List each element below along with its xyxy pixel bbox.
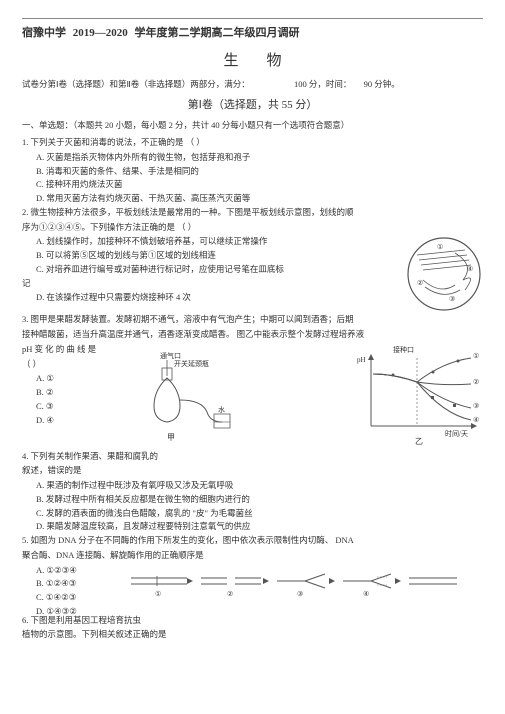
- q3-c: C. ③: [22, 400, 54, 413]
- petri-svg: ① ④ ③ ②: [405, 235, 483, 313]
- top-rule: [22, 18, 483, 19]
- dna-svg: ① ② ③ ④: [127, 568, 467, 612]
- ph-graph: 接种口 pH 时间/天 ① ② ③ ④ 乙: [353, 344, 483, 448]
- label-time: 时间/天: [445, 429, 468, 438]
- label-water: 水: [218, 405, 225, 414]
- label-ph: pH: [357, 356, 366, 364]
- meta-left: 试卷分第Ⅰ卷（选择题）和第Ⅱ卷（非选择题）两部分，满分：: [22, 79, 250, 89]
- label-jiezhong: 接种口: [393, 345, 414, 354]
- q4-stem2: 叙述，错误的是: [22, 464, 483, 477]
- q4-c: C. 发酵的酒表面的微浅白色醋酸，腐乳的 "皮" 为毛霉菌丝: [22, 507, 483, 520]
- school-name: 宿豫中学: [22, 27, 66, 39]
- q2-stem1: 2. 微生物接种方法很多，平板划线法是最常用的一种。下图是平板划线示意图，划线的…: [22, 206, 483, 219]
- svg-text:②: ②: [473, 378, 479, 386]
- school-years: 2019—2020: [73, 27, 128, 39]
- label-tongqi: 通气口: [160, 351, 181, 360]
- q5-c: C. ①④②③: [22, 591, 77, 604]
- q5-a: A. ①②③④: [22, 564, 77, 577]
- exam-header: 宿豫中学 2019—2020 学年度第二学期高二年级四月调研: [22, 25, 483, 42]
- svg-text:②: ②: [227, 590, 233, 598]
- q5-d: D. ①④③②: [22, 605, 77, 618]
- q1-c: C. 接种环用灼烧法灭菌: [22, 178, 483, 191]
- flask-figure: 通气口 开关延颈瓶 水 甲: [132, 350, 242, 448]
- q4-stem: 4. 下列有关制作果酒、果醋和腐乳的: [22, 450, 483, 463]
- q2-stem2: 序为①②③④⑤。下列操作方法正确的是 （ ）: [22, 221, 483, 234]
- svg-text:①: ①: [155, 590, 161, 598]
- svg-text:③: ③: [297, 590, 303, 598]
- svg-text:④: ④: [473, 416, 479, 424]
- subject-title: 生物: [22, 50, 483, 73]
- cap-left: 甲: [167, 433, 175, 442]
- q3-stem1: 3. 图甲是果醋发酵装置。发酵初期不通气，溶液中有气泡产生；中期可以闻到酒香；后…: [22, 313, 483, 326]
- q5-b: B. ①②④③: [22, 577, 77, 590]
- section-intro: 一、单选题：（本题共 20 小题，每小题 2 分，共计 40 分每小题只有一个选…: [22, 119, 483, 132]
- q4-b: B. 发酵过程中所有相关反应都是在微生物的细胞内进行的: [22, 493, 483, 506]
- q3-ph-text: pH 变 化 的 曲 线 是: [22, 344, 96, 354]
- dna-figure: ① ② ③ ④: [127, 568, 467, 612]
- q1-b: B. 消毒和灭菌的条件、结果、手法是相同的: [22, 165, 483, 178]
- q3-stem2: 接种醋酸菌，适当升高温度并通气，酒香逐渐变成醋香。 图乙中能表示整个发酵过程培养…: [22, 328, 483, 341]
- svg-text:①: ①: [473, 352, 479, 360]
- exam-meta: 试卷分第Ⅰ卷（选择题）和第Ⅱ卷（非选择题）两部分，满分： 100 分，时间： 9…: [22, 78, 483, 91]
- q3-d: D. ④: [22, 414, 54, 427]
- q3-a: A. ①: [22, 372, 54, 385]
- cap-right: 乙: [415, 437, 423, 446]
- svg-text:③: ③: [449, 295, 455, 303]
- petri-figure: ① ④ ③ ②: [405, 235, 483, 313]
- header-rest: 学年度第二学期高二年级四月调研: [135, 27, 300, 39]
- q5-stem2: 聚合酶、DNA 连接酶、解旋酶作用的正确顺序是: [22, 549, 483, 562]
- section-title: 第Ⅰ卷（选择题，共 55 分）: [22, 97, 483, 114]
- q4-a: A. 果酒的制作过程中既涉及有氧呼吸又涉及无氧呼吸: [22, 479, 483, 492]
- meta-points: 100 分，时间：: [294, 79, 351, 89]
- meta-time: 90 分钟。: [364, 79, 400, 89]
- label-kaiguan: 开关延颈瓶: [174, 359, 209, 368]
- flask-svg: 通气口 开关延颈瓶 水 甲: [132, 350, 242, 448]
- q1-stem: 1. 下列关于灭菌和消毒的说法，不正确的是 （ ）: [22, 136, 483, 149]
- q4-d: D. 果醋发酵温度较高，且发酵过程要特别注意氧气的供应: [22, 520, 483, 533]
- q3-b: B. ②: [22, 386, 54, 399]
- q1-a: A. 灭菌是指杀灭物体内外所有的微生物，包括芽孢和孢子: [22, 151, 483, 164]
- svg-text:③: ③: [473, 402, 479, 410]
- svg-text:④: ④: [467, 265, 473, 273]
- ph-svg: 接种口 pH 时间/天 ① ② ③ ④ 乙: [353, 344, 483, 448]
- q3-end: （ ）: [22, 358, 54, 371]
- q6-stem2: 植物的示意图。下列相关叙述正确的是: [22, 628, 483, 641]
- q6-stem: 6. 下图是利用基因工程培育抗虫: [22, 614, 483, 627]
- q1-d: D. 常用灭菌方法有灼烧灭菌、干热灭菌、高压蒸汽灭菌等: [22, 192, 483, 205]
- svg-text:②: ②: [417, 279, 423, 287]
- svg-text:①: ①: [437, 243, 443, 251]
- q5-stem1: 5. 如图为 DNA 分子在不同酶的作用下所发生的变化，图中依次表示限制性内切酶…: [22, 534, 483, 547]
- svg-text:④: ④: [363, 590, 369, 598]
